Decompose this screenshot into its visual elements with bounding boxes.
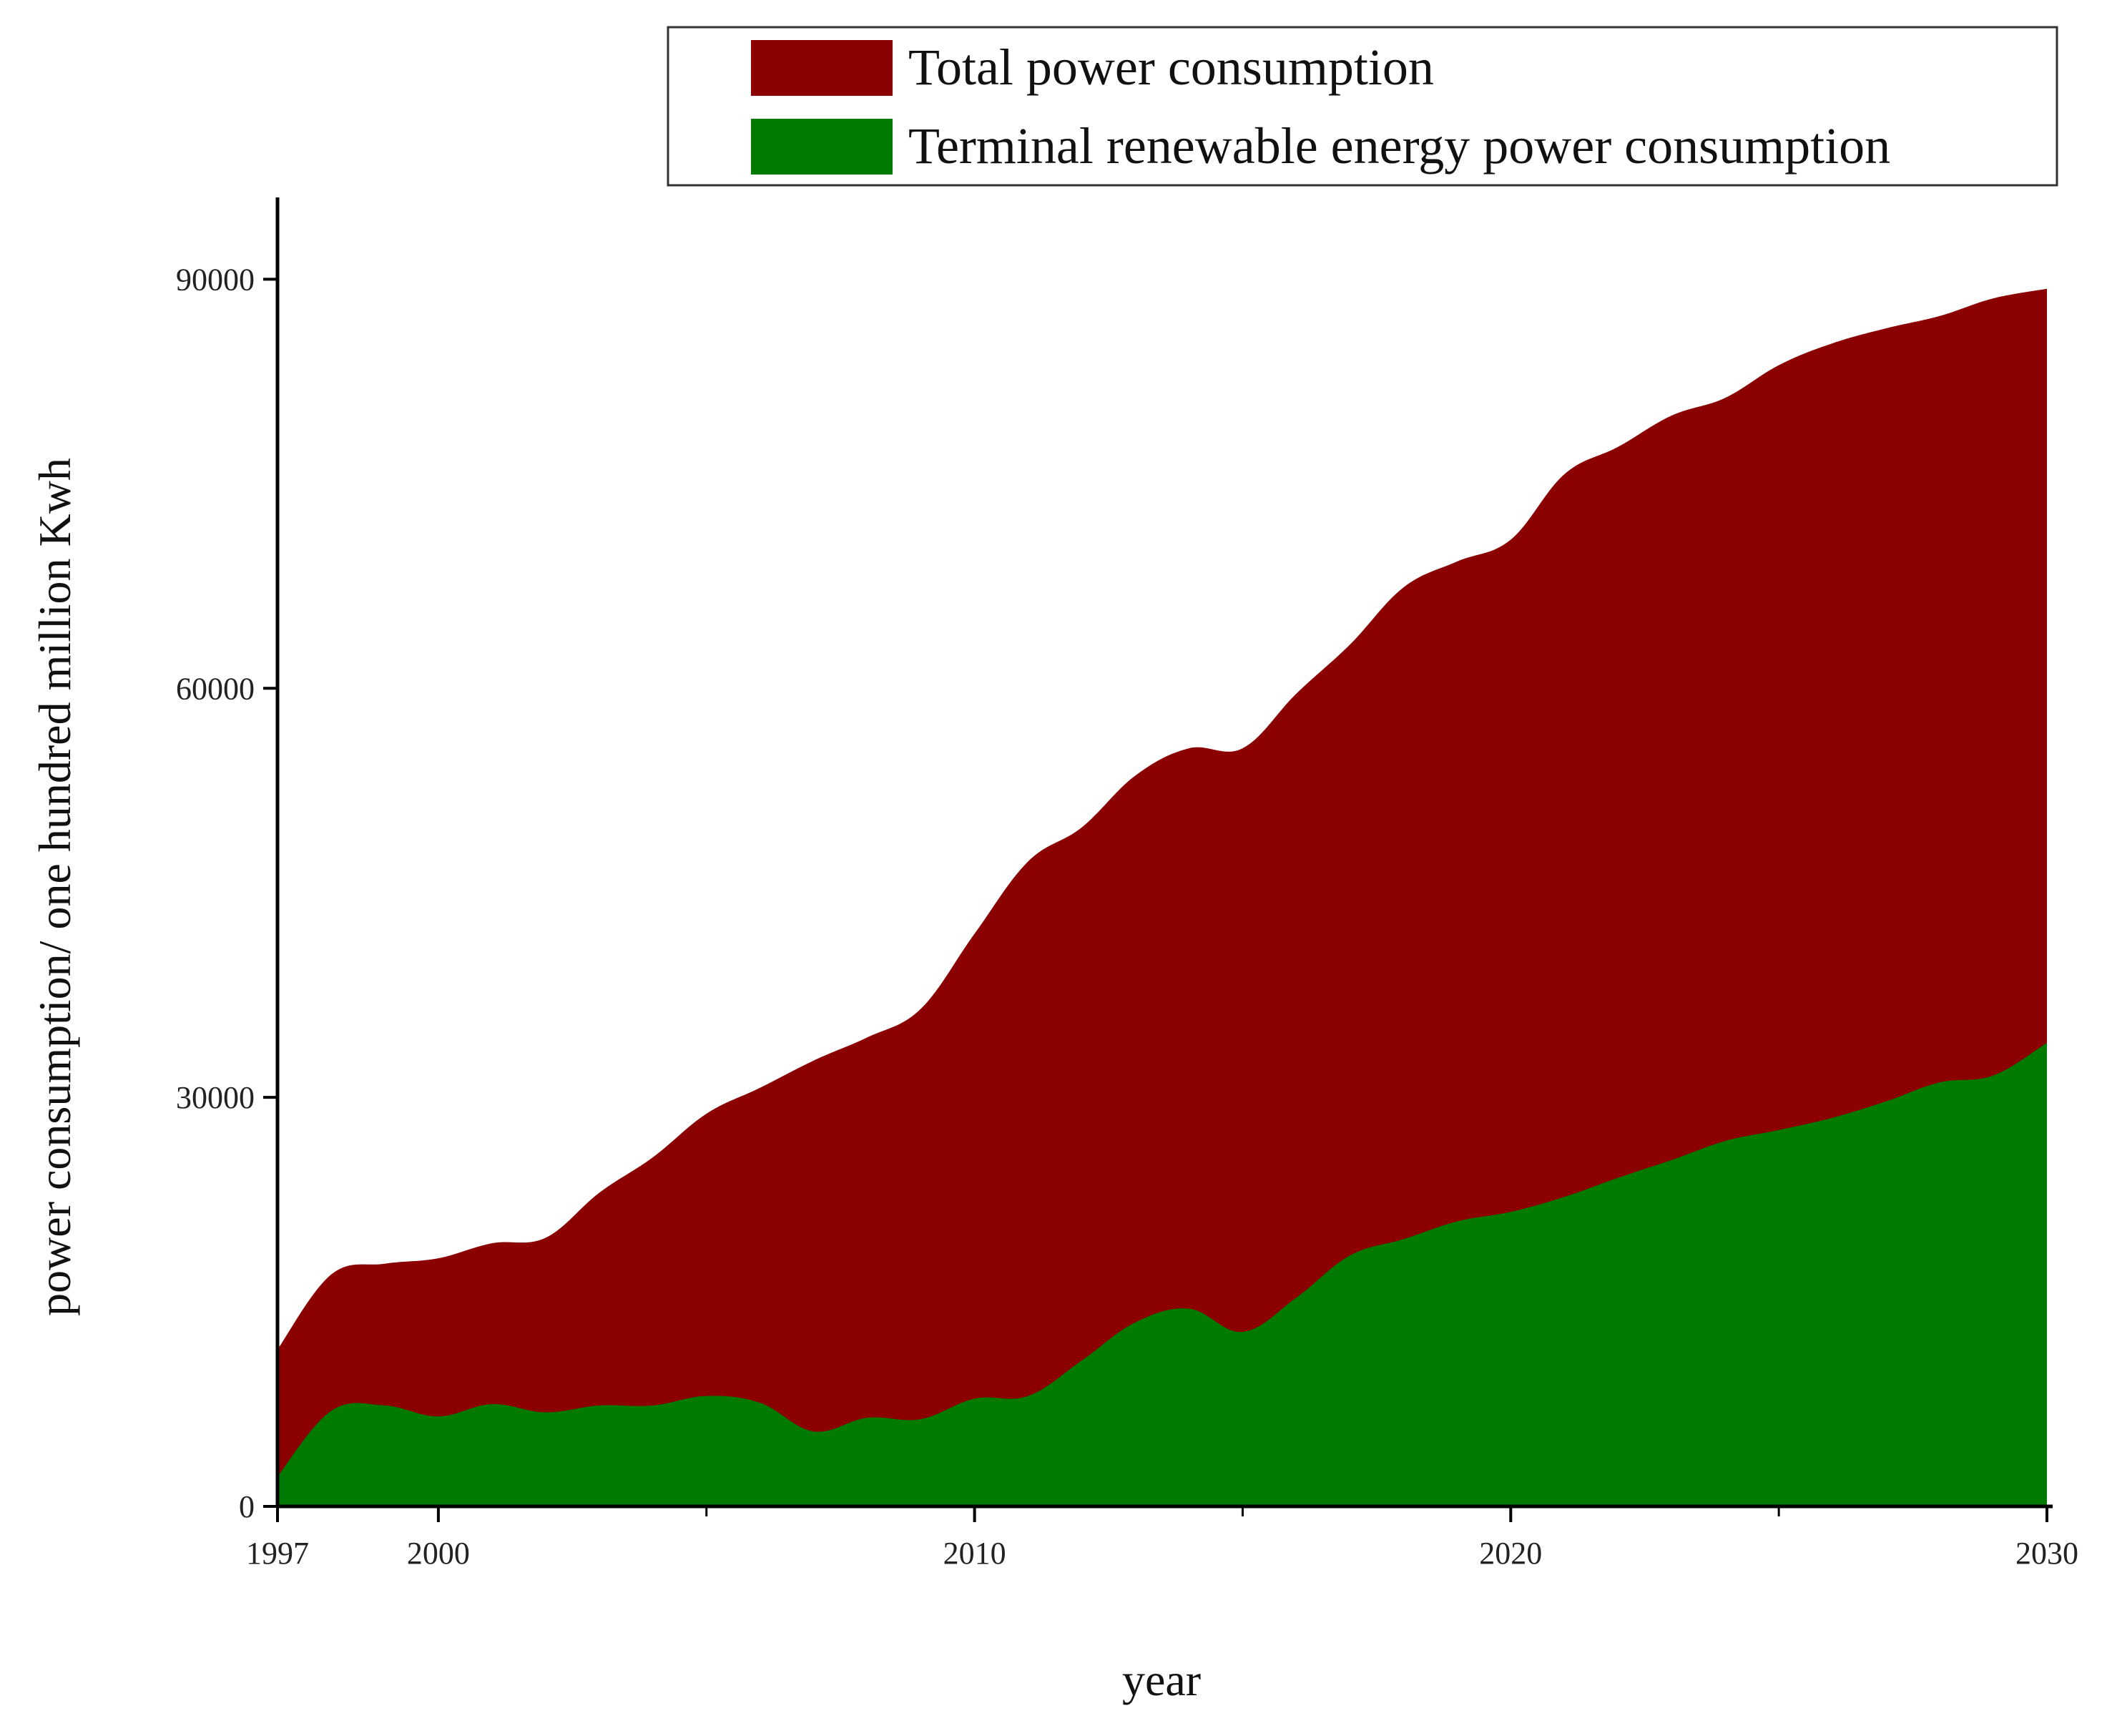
y-tick-label: 0 bbox=[239, 1489, 255, 1524]
legend-label-total: Total power consumption bbox=[908, 39, 1434, 96]
legend-box bbox=[667, 26, 2058, 187]
y-tick-label: 30000 bbox=[176, 1080, 255, 1115]
x-tick-label: 1997 bbox=[246, 1536, 309, 1571]
y-tick-label: 60000 bbox=[176, 671, 255, 706]
x-tick-label: 2020 bbox=[1479, 1536, 1542, 1571]
y-ticks: 0 30000 60000 90000 bbox=[176, 262, 278, 1524]
legend: Total power consumption Terminal renewab… bbox=[667, 26, 2058, 187]
legend-swatch-total bbox=[751, 40, 893, 96]
x-axis-title: year bbox=[1122, 1654, 1201, 1705]
terminal-renewable-power-consumption-area bbox=[278, 1042, 2047, 1506]
legend-label-renewable: Terminal renewable energy power consumpt… bbox=[908, 117, 1890, 175]
x-tick-label: 2030 bbox=[2015, 1536, 2078, 1571]
y-axis-title: power consumption/ one hundred million K… bbox=[29, 458, 80, 1316]
legend-swatch-renewable bbox=[751, 119, 893, 175]
x-ticks: 1997 2000 2010 2020 2030 bbox=[246, 1506, 2078, 1571]
x-tick-label: 2000 bbox=[407, 1536, 470, 1571]
x-tick-label: 2010 bbox=[943, 1536, 1006, 1571]
y-tick-label: 90000 bbox=[176, 262, 255, 297]
axes bbox=[275, 197, 2053, 1509]
